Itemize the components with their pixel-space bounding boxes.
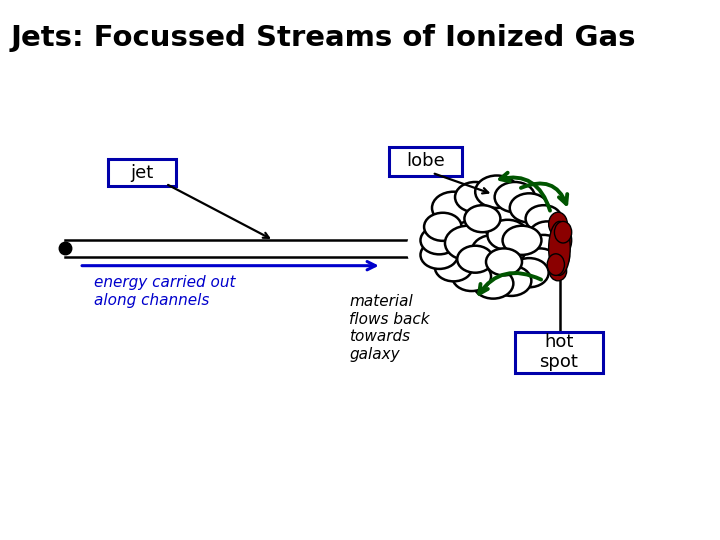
- Circle shape: [473, 268, 513, 299]
- Circle shape: [526, 235, 562, 262]
- Circle shape: [464, 205, 500, 232]
- Text: material
flows back
towards
galaxy: material flows back towards galaxy: [349, 294, 430, 361]
- Circle shape: [491, 266, 531, 296]
- Circle shape: [472, 235, 515, 267]
- Circle shape: [445, 226, 491, 260]
- Circle shape: [510, 258, 549, 287]
- Circle shape: [407, 202, 529, 294]
- Text: jet: jet: [130, 164, 154, 182]
- FancyArrowPatch shape: [480, 273, 541, 294]
- Circle shape: [443, 230, 536, 300]
- FancyBboxPatch shape: [389, 147, 462, 176]
- Circle shape: [432, 192, 475, 224]
- Circle shape: [457, 246, 493, 273]
- Circle shape: [420, 226, 458, 254]
- Circle shape: [526, 205, 562, 232]
- Circle shape: [446, 194, 562, 281]
- Ellipse shape: [549, 221, 570, 275]
- Text: energy carried out
along channels: energy carried out along channels: [94, 275, 235, 308]
- FancyArrowPatch shape: [521, 184, 567, 204]
- Circle shape: [503, 226, 541, 255]
- Circle shape: [424, 213, 462, 241]
- Circle shape: [522, 248, 558, 275]
- Circle shape: [510, 193, 549, 222]
- Ellipse shape: [551, 245, 570, 268]
- Ellipse shape: [547, 254, 564, 275]
- Circle shape: [486, 248, 522, 275]
- Text: hot
spot: hot spot: [539, 333, 578, 372]
- Circle shape: [461, 189, 547, 254]
- Ellipse shape: [554, 221, 572, 243]
- Circle shape: [420, 241, 458, 269]
- Ellipse shape: [552, 225, 572, 255]
- Ellipse shape: [549, 212, 567, 236]
- FancyBboxPatch shape: [515, 332, 603, 373]
- Circle shape: [455, 182, 495, 212]
- Circle shape: [475, 176, 518, 208]
- FancyBboxPatch shape: [108, 159, 176, 186]
- Circle shape: [487, 220, 528, 250]
- Ellipse shape: [549, 261, 567, 281]
- Circle shape: [467, 215, 570, 293]
- Text: Jets: Focussed Streams of Ionized Gas: Jets: Focussed Streams of Ionized Gas: [11, 24, 636, 52]
- Text: lobe: lobe: [406, 152, 445, 171]
- Circle shape: [452, 262, 491, 291]
- Circle shape: [529, 221, 565, 248]
- Circle shape: [495, 182, 535, 212]
- Circle shape: [435, 253, 472, 281]
- FancyArrowPatch shape: [500, 173, 550, 211]
